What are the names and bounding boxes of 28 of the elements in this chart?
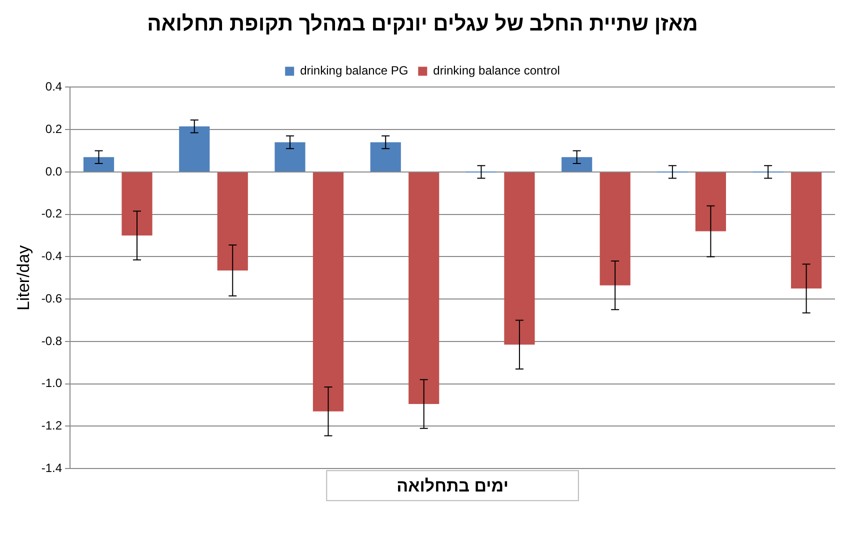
bar (122, 172, 152, 236)
y-tick-label: 0.4 (45, 80, 62, 94)
bar (370, 142, 401, 172)
bar (312, 172, 344, 412)
bar (791, 172, 822, 288)
chart-title: מאזן שתיית החלב של עגלים יונקים במהלך תקופת תחלואה (147, 12, 698, 36)
bar (83, 157, 114, 172)
legend-label: drinking balance PG (300, 64, 408, 78)
bar (504, 172, 535, 345)
bar (562, 157, 592, 172)
y-tick-label: -0.2 (41, 206, 62, 221)
y-tick-label: 0.2 (45, 122, 62, 136)
bar (217, 172, 248, 270)
bar (179, 126, 210, 172)
bar (695, 172, 726, 232)
y-tick-label: -0.8 (41, 334, 62, 348)
y-axis-title: Liter/day (14, 244, 33, 310)
bar (274, 142, 306, 172)
bar (408, 172, 440, 404)
legend-label: drinking balance control (433, 64, 560, 78)
y-tick-label: -0.4 (41, 249, 62, 264)
y-tick-label: -1.2 (41, 418, 62, 433)
y-tick-label: -1.0 (41, 376, 62, 390)
y-tick-label: -1.4 (41, 460, 62, 475)
y-tick-label: 0.0 (45, 164, 62, 178)
x-axis-title: ימים בתחלואה (396, 476, 508, 496)
bar (600, 172, 630, 286)
y-tick-label: -0.6 (41, 291, 62, 306)
